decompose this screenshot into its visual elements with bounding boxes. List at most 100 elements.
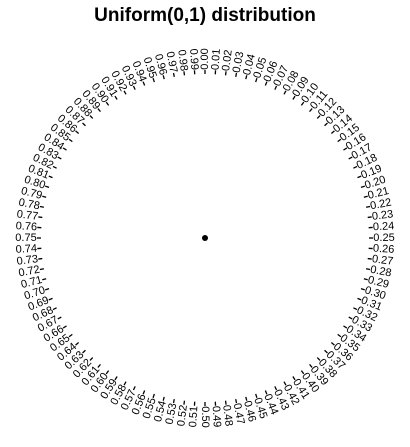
tick-mark [142, 81, 146, 86]
tick-mark [48, 297, 53, 301]
tick-label: 0.02 [220, 49, 235, 72]
tick-mark [52, 165, 57, 169]
tick-mark [68, 333, 73, 338]
tick-label: 0.50 [199, 406, 211, 427]
tick-mark [68, 138, 73, 143]
tick-label: 0.47 [231, 402, 247, 425]
tick-label: 0.73 [16, 253, 39, 268]
tick-label: 0.97 [164, 51, 180, 74]
tick-mark [114, 376, 118, 381]
tick-mark [162, 75, 165, 80]
tick-mark [330, 130, 335, 134]
tick-mark [52, 307, 57, 311]
tick-mark [245, 396, 248, 401]
tick-label: 0.54 [152, 400, 169, 424]
tick-mark [283, 381, 287, 386]
tick-mark [62, 325, 67, 329]
tick-mark [82, 122, 86, 127]
tick-mark [152, 78, 155, 83]
tick-label: 0.29 [367, 274, 391, 291]
tick-label: 0.78 [18, 197, 41, 213]
tick-mark [353, 165, 358, 169]
tick-label: 0.71 [20, 274, 44, 291]
tick-label: 0.79 [20, 185, 44, 202]
tick-mark [274, 386, 278, 391]
tick-mark [365, 205, 371, 208]
tick-label: 0.51 [187, 406, 200, 428]
tick-label: 0.48 [220, 404, 235, 427]
tick-mark [357, 297, 362, 301]
tick-mark [264, 390, 268, 395]
tick-label: 0.27 [371, 253, 394, 268]
tick-mark [337, 333, 342, 338]
tick-mark [105, 101, 110, 106]
tick-label: 0.01 [210, 48, 223, 70]
tick-mark [309, 363, 313, 368]
tick-label: 0.75 [15, 232, 36, 244]
tick-label: 0.23 [371, 208, 394, 223]
tick-label: 0.00 [199, 48, 211, 69]
tick-mark [316, 357, 321, 361]
tick-marks [37, 70, 373, 406]
tick-mark [75, 342, 80, 346]
tick-label: 0.99 [187, 48, 200, 70]
tick-mark [360, 288, 365, 291]
tick-mark [38, 257, 43, 260]
tick-label: 0.74 [15, 243, 37, 256]
tick-mark [48, 175, 53, 179]
tick-mark [42, 195, 47, 198]
tick-label: 0.28 [369, 264, 392, 280]
tick-mark [152, 393, 155, 398]
tick-mark [39, 268, 45, 271]
tick-mark [367, 216, 372, 219]
center-point [202, 235, 208, 241]
tick-mark [235, 398, 238, 404]
tick-label: 0.96 [152, 53, 169, 77]
tick-mark [300, 101, 305, 106]
tick-label: 0.77 [16, 208, 39, 223]
tick-mark [348, 316, 353, 320]
tick-label: 0.72 [18, 264, 41, 280]
tick-label: 0.53 [164, 402, 180, 425]
tick-mark [45, 185, 50, 188]
tick-mark [337, 138, 342, 143]
tick-mark [57, 156, 62, 160]
tick-label: 0.52 [175, 404, 190, 427]
tick-mark [39, 205, 45, 208]
tick-mark [360, 185, 365, 188]
tick-label: 0.22 [369, 197, 392, 213]
tick-label: 0.25 [373, 232, 394, 244]
tick-label: 0.76 [15, 220, 37, 233]
tick-mark [45, 288, 50, 291]
tick-mark [75, 130, 80, 134]
tick-label: 0.49 [210, 406, 223, 428]
tick-mark [283, 90, 287, 95]
tick-mark [365, 268, 371, 271]
tick-label: 0.98 [175, 49, 190, 72]
data-points [202, 235, 208, 241]
tick-mark [324, 349, 328, 354]
tick-mark [172, 72, 175, 78]
tick-mark [245, 75, 248, 80]
tick-mark [343, 147, 348, 151]
tick-mark [255, 78, 258, 83]
tick-mark [105, 370, 110, 375]
tick-mark [97, 108, 101, 113]
tick-mark [224, 400, 227, 405]
tick-label: 0.26 [373, 243, 395, 256]
tick-mark [57, 316, 62, 320]
tick-mark [309, 108, 313, 113]
tick-mark [132, 85, 136, 90]
tick-mark [42, 278, 47, 281]
tick-mark [363, 195, 368, 198]
tick-mark [38, 216, 43, 219]
tick-mark [316, 115, 321, 119]
tick-mark [292, 95, 296, 100]
tick-mark [183, 71, 186, 76]
tick-label: 0.04 [241, 53, 258, 77]
tick-label: 0.21 [367, 185, 391, 202]
tick-mark [324, 122, 328, 127]
tick-mark [123, 90, 127, 95]
tick-mark [183, 400, 186, 405]
